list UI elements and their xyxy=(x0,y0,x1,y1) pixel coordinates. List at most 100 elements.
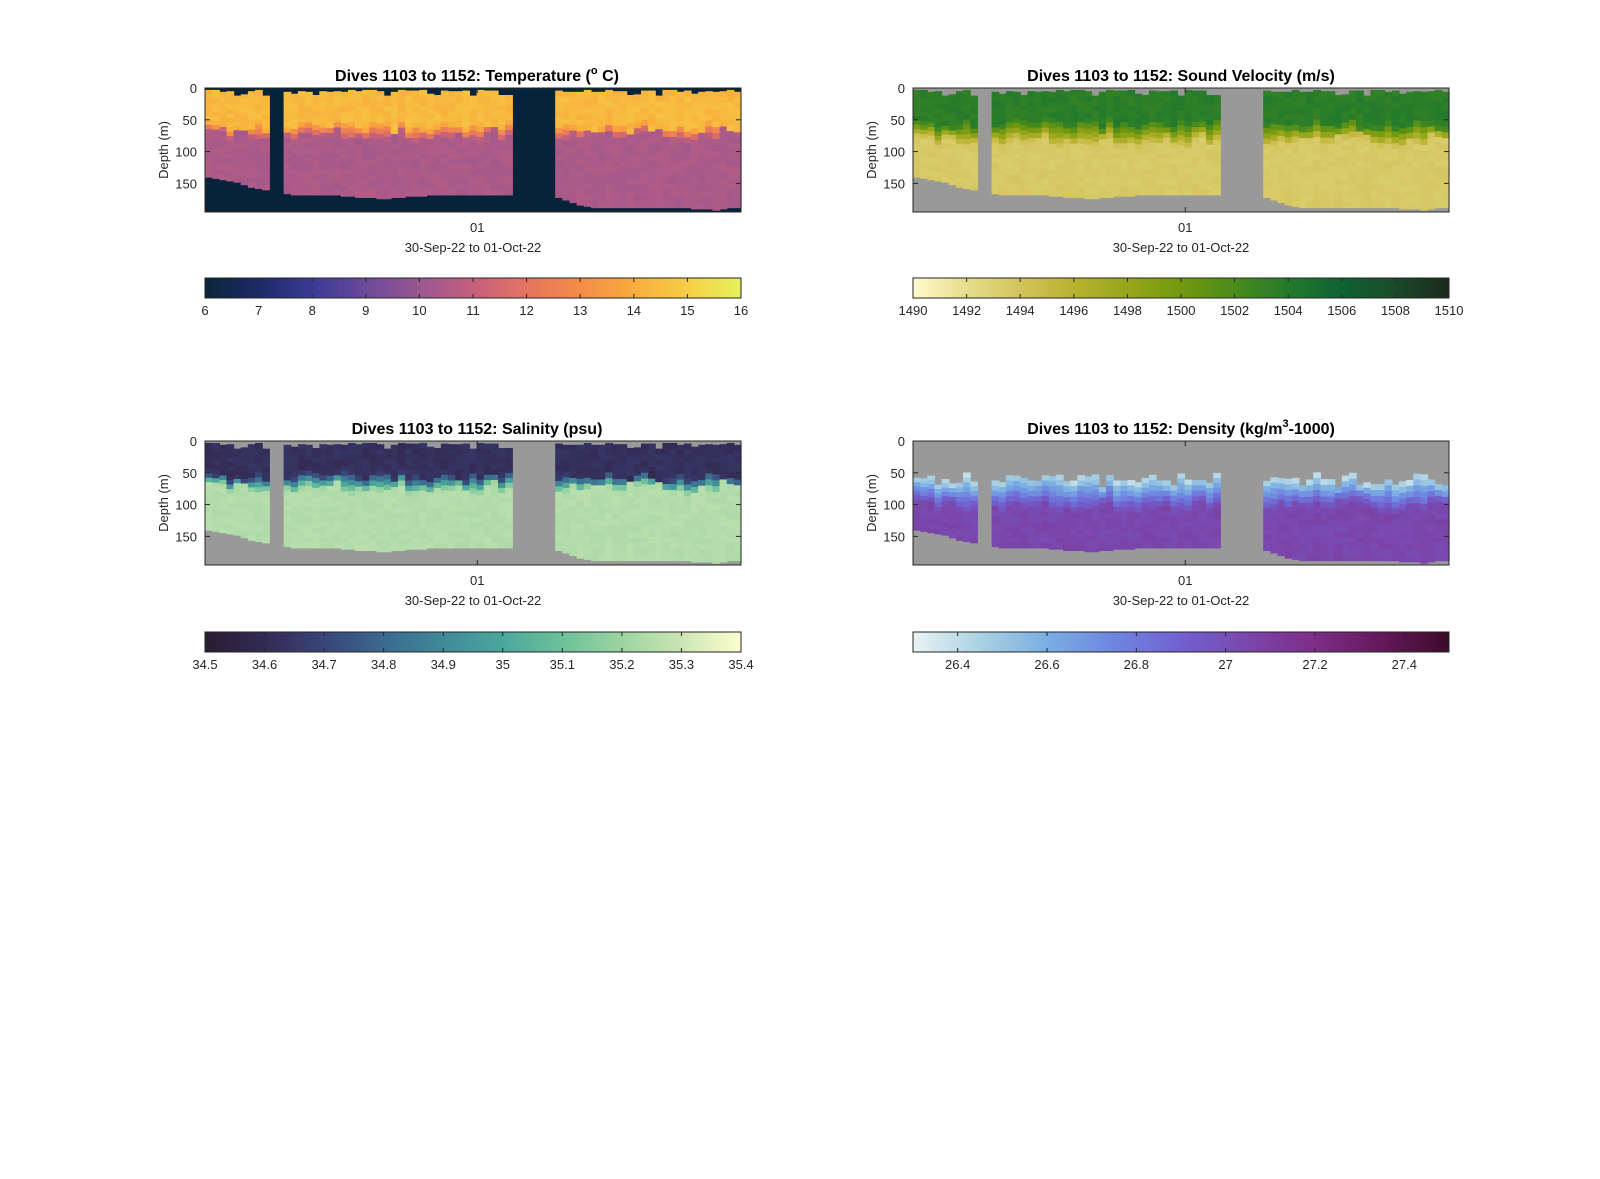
heatmap-cell xyxy=(1191,116,1200,123)
heatmap-cell xyxy=(290,134,299,140)
colorbar-segment xyxy=(357,632,361,652)
heatmap-cell xyxy=(963,183,971,190)
heatmap-cell xyxy=(598,103,606,110)
colorbar-segment xyxy=(998,278,1002,298)
heatmap-cell xyxy=(483,480,492,486)
heatmap-cell xyxy=(1113,95,1121,102)
heatmap-cell xyxy=(676,537,685,544)
heatmap-cell xyxy=(698,138,706,146)
colorbar-segment xyxy=(464,632,469,652)
heatmap-cell xyxy=(326,174,335,180)
heatmap-cell xyxy=(1406,91,1414,99)
heatmap-cell xyxy=(927,135,936,141)
heatmap-cell xyxy=(1427,114,1436,122)
heatmap-cell xyxy=(1313,95,1321,103)
heatmap-cell xyxy=(347,95,356,102)
heatmap-cell xyxy=(598,456,606,463)
heatmap-cell xyxy=(913,499,921,505)
heatmap-cell xyxy=(255,144,263,150)
colorbar-segment xyxy=(1028,278,1032,298)
colorbar-segment xyxy=(481,278,485,298)
heatmap-cell xyxy=(340,460,349,467)
heatmap-cell xyxy=(1105,149,1114,155)
chart-title: Dives 1103 to 1152: Sound Velocity (m/s) xyxy=(1027,68,1335,85)
heatmap-cell xyxy=(1320,155,1329,162)
heatmap-cell xyxy=(333,542,342,549)
heatmap-cell xyxy=(233,509,242,515)
heatmap-cell xyxy=(440,485,449,492)
heatmap-cell xyxy=(970,175,978,181)
heatmap-cell xyxy=(913,486,921,492)
heatmap-cell xyxy=(569,102,578,110)
heatmap-cell xyxy=(669,478,678,485)
heatmap-cell xyxy=(255,462,263,469)
heatmap-cell xyxy=(934,149,943,155)
heatmap-cell xyxy=(262,166,270,172)
colorbar-segment xyxy=(663,632,667,652)
heatmap-cell xyxy=(1434,142,1443,150)
heatmap-cell xyxy=(233,147,242,153)
heatmap-cell xyxy=(1406,150,1414,157)
heatmap-cell xyxy=(569,483,578,490)
heatmap-cell xyxy=(1198,95,1207,102)
heatmap-cell xyxy=(1063,176,1071,183)
heatmap-cell xyxy=(1184,137,1193,143)
heatmap-cell xyxy=(583,177,592,184)
colorbar-segment xyxy=(1256,278,1260,298)
heatmap-cell xyxy=(1320,131,1329,139)
heatmap-cell xyxy=(476,479,485,486)
colorbar-segment xyxy=(695,278,699,298)
heatmap-cell xyxy=(297,459,306,466)
heatmap-cell xyxy=(640,449,649,456)
heatmap-cell xyxy=(312,164,320,171)
heatmap-cell xyxy=(1134,174,1143,181)
heatmap-cell xyxy=(1005,521,1014,528)
heatmap-cell xyxy=(226,100,235,106)
heatmap-cell xyxy=(1084,171,1093,178)
heatmap-cell xyxy=(462,106,471,112)
heatmap-cell xyxy=(362,100,370,107)
colorbar-segment xyxy=(282,632,286,652)
heatmap-cell xyxy=(240,487,249,494)
heatmap-cell xyxy=(376,503,385,510)
colorbar-segment xyxy=(682,632,686,652)
heatmap-cell xyxy=(333,475,342,482)
heatmap-cell xyxy=(1077,165,1086,172)
heatmap-cell xyxy=(698,91,706,99)
heatmap-cell xyxy=(319,521,328,528)
heatmap-cell xyxy=(1013,537,1021,544)
heatmap-cell xyxy=(1184,110,1193,117)
heatmap-cell xyxy=(583,442,592,450)
heatmap-cell xyxy=(483,142,492,149)
heatmap-cell xyxy=(683,443,692,450)
heatmap-cell xyxy=(340,91,349,98)
heatmap-cell xyxy=(1163,91,1171,97)
heatmap-cell xyxy=(1191,90,1200,97)
colorbar-segment xyxy=(542,632,546,652)
colorbar-segment xyxy=(432,632,436,652)
heatmap-cell xyxy=(991,521,1000,527)
heatmap-cell xyxy=(505,487,513,494)
heatmap-cell xyxy=(633,453,642,460)
heatmap-cell xyxy=(376,465,385,472)
heatmap-cell xyxy=(490,153,499,159)
heatmap-cell xyxy=(913,137,921,143)
heatmap-cell xyxy=(297,454,306,461)
heatmap-cell xyxy=(447,511,456,518)
heatmap-cell xyxy=(963,94,971,101)
heatmap-cell xyxy=(998,164,1007,171)
heatmap-cell xyxy=(1320,102,1329,110)
heatmap-cell xyxy=(733,132,742,139)
heatmap-cell xyxy=(1155,137,1164,144)
heatmap-cell xyxy=(963,502,971,508)
heatmap-cell xyxy=(347,143,356,149)
colorbar-segment xyxy=(478,278,482,298)
heatmap-cell xyxy=(1148,147,1157,154)
heatmap-cell xyxy=(426,159,435,166)
heatmap-cell xyxy=(247,172,256,179)
heatmap-cell xyxy=(1306,91,1314,99)
heatmap-cell xyxy=(590,178,599,186)
heatmap-cell xyxy=(397,192,406,198)
heatmap-cell xyxy=(719,532,728,539)
heatmap-cell xyxy=(705,91,714,98)
